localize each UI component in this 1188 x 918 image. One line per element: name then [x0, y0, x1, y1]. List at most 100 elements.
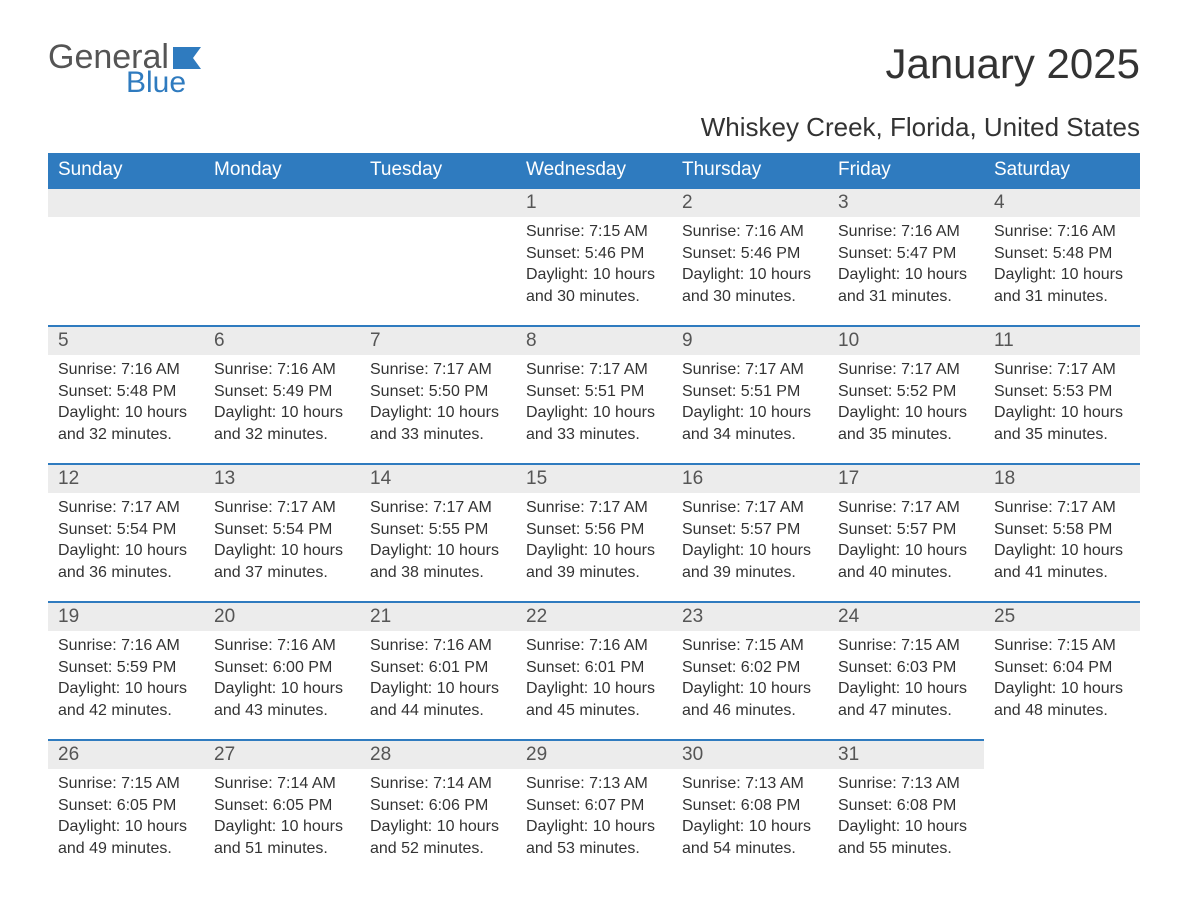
day-number: 7 [360, 325, 516, 355]
calendar-cell: 19Sunrise: 7:16 AMSunset: 5:59 PMDayligh… [48, 601, 204, 739]
calendar-cell: 26Sunrise: 7:15 AMSunset: 6:05 PMDayligh… [48, 739, 204, 877]
sunrise-line: Sunrise: 7:17 AM [682, 359, 818, 381]
calendar-cell [360, 187, 516, 325]
sunset-line: Sunset: 5:46 PM [682, 243, 818, 265]
day-number: 22 [516, 601, 672, 631]
day-number: 15 [516, 463, 672, 493]
day-details: Sunrise: 7:17 AMSunset: 5:51 PMDaylight:… [672, 355, 828, 455]
calendar-cell: 16Sunrise: 7:17 AMSunset: 5:57 PMDayligh… [672, 463, 828, 601]
calendar-cell [48, 187, 204, 325]
calendar-cell: 24Sunrise: 7:15 AMSunset: 6:03 PMDayligh… [828, 601, 984, 739]
column-header: Sunday [48, 153, 204, 187]
sunset-line: Sunset: 6:08 PM [838, 795, 974, 817]
sunset-line: Sunset: 6:01 PM [526, 657, 662, 679]
day-details: Sunrise: 7:14 AMSunset: 6:06 PMDaylight:… [360, 769, 516, 869]
calendar-cell: 18Sunrise: 7:17 AMSunset: 5:58 PMDayligh… [984, 463, 1140, 601]
sunrise-line: Sunrise: 7:13 AM [682, 773, 818, 795]
daylight-line: Daylight: 10 hours and 52 minutes. [370, 816, 506, 859]
daylight-line: Daylight: 10 hours and 42 minutes. [58, 678, 194, 721]
sunrise-line: Sunrise: 7:13 AM [526, 773, 662, 795]
daylight-line: Daylight: 10 hours and 35 minutes. [994, 402, 1130, 445]
empty-day-bar [360, 187, 516, 217]
calendar-cell [984, 739, 1140, 877]
daylight-line: Daylight: 10 hours and 41 minutes. [994, 540, 1130, 583]
day-details: Sunrise: 7:15 AMSunset: 6:03 PMDaylight:… [828, 631, 984, 731]
sunrise-line: Sunrise: 7:16 AM [214, 359, 350, 381]
sunset-line: Sunset: 5:48 PM [994, 243, 1130, 265]
sunset-line: Sunset: 5:47 PM [838, 243, 974, 265]
daylight-line: Daylight: 10 hours and 49 minutes. [58, 816, 194, 859]
day-details: Sunrise: 7:13 AMSunset: 6:08 PMDaylight:… [672, 769, 828, 869]
daylight-line: Daylight: 10 hours and 54 minutes. [682, 816, 818, 859]
daylight-line: Daylight: 10 hours and 51 minutes. [214, 816, 350, 859]
column-header: Saturday [984, 153, 1140, 187]
day-number: 29 [516, 739, 672, 769]
day-number: 31 [828, 739, 984, 769]
daylight-line: Daylight: 10 hours and 39 minutes. [526, 540, 662, 583]
daylight-line: Daylight: 10 hours and 32 minutes. [58, 402, 194, 445]
day-number: 18 [984, 463, 1140, 493]
day-number: 1 [516, 187, 672, 217]
sunrise-line: Sunrise: 7:13 AM [838, 773, 974, 795]
calendar-cell: 22Sunrise: 7:16 AMSunset: 6:01 PMDayligh… [516, 601, 672, 739]
sunset-line: Sunset: 5:57 PM [838, 519, 974, 541]
sunset-line: Sunset: 6:06 PM [370, 795, 506, 817]
sunset-line: Sunset: 6:03 PM [838, 657, 974, 679]
day-number: 9 [672, 325, 828, 355]
day-details: Sunrise: 7:15 AMSunset: 6:05 PMDaylight:… [48, 769, 204, 869]
calendar-cell: 29Sunrise: 7:13 AMSunset: 6:07 PMDayligh… [516, 739, 672, 877]
daylight-line: Daylight: 10 hours and 44 minutes. [370, 678, 506, 721]
column-header: Monday [204, 153, 360, 187]
calendar-week-row: 1Sunrise: 7:15 AMSunset: 5:46 PMDaylight… [48, 187, 1140, 325]
daylight-line: Daylight: 10 hours and 55 minutes. [838, 816, 974, 859]
day-number: 24 [828, 601, 984, 631]
calendar-cell: 27Sunrise: 7:14 AMSunset: 6:05 PMDayligh… [204, 739, 360, 877]
day-details: Sunrise: 7:17 AMSunset: 5:54 PMDaylight:… [204, 493, 360, 593]
sunrise-line: Sunrise: 7:17 AM [682, 497, 818, 519]
sunset-line: Sunset: 6:08 PM [682, 795, 818, 817]
daylight-line: Daylight: 10 hours and 48 minutes. [994, 678, 1130, 721]
day-details: Sunrise: 7:17 AMSunset: 5:58 PMDaylight:… [984, 493, 1140, 593]
calendar-cell: 8Sunrise: 7:17 AMSunset: 5:51 PMDaylight… [516, 325, 672, 463]
day-number: 5 [48, 325, 204, 355]
column-header: Thursday [672, 153, 828, 187]
sunset-line: Sunset: 5:57 PM [682, 519, 818, 541]
calendar-cell: 20Sunrise: 7:16 AMSunset: 6:00 PMDayligh… [204, 601, 360, 739]
sunset-line: Sunset: 5:51 PM [682, 381, 818, 403]
sunset-line: Sunset: 6:01 PM [370, 657, 506, 679]
day-number: 14 [360, 463, 516, 493]
sunrise-line: Sunrise: 7:17 AM [370, 497, 506, 519]
daylight-line: Daylight: 10 hours and 38 minutes. [370, 540, 506, 583]
day-details: Sunrise: 7:16 AMSunset: 5:48 PMDaylight:… [984, 217, 1140, 317]
sunrise-line: Sunrise: 7:17 AM [838, 497, 974, 519]
day-number: 23 [672, 601, 828, 631]
sunrise-line: Sunrise: 7:17 AM [838, 359, 974, 381]
calendar-week-row: 5Sunrise: 7:16 AMSunset: 5:48 PMDaylight… [48, 325, 1140, 463]
daylight-line: Daylight: 10 hours and 30 minutes. [526, 264, 662, 307]
day-number: 11 [984, 325, 1140, 355]
column-header: Friday [828, 153, 984, 187]
calendar-cell: 21Sunrise: 7:16 AMSunset: 6:01 PMDayligh… [360, 601, 516, 739]
sunrise-line: Sunrise: 7:17 AM [526, 359, 662, 381]
daylight-line: Daylight: 10 hours and 47 minutes. [838, 678, 974, 721]
calendar-cell: 25Sunrise: 7:15 AMSunset: 6:04 PMDayligh… [984, 601, 1140, 739]
day-details: Sunrise: 7:17 AMSunset: 5:54 PMDaylight:… [48, 493, 204, 593]
day-details: Sunrise: 7:17 AMSunset: 5:57 PMDaylight:… [672, 493, 828, 593]
sunrise-line: Sunrise: 7:15 AM [58, 773, 194, 795]
sunrise-line: Sunrise: 7:16 AM [838, 221, 974, 243]
sunset-line: Sunset: 5:54 PM [214, 519, 350, 541]
calendar-cell [204, 187, 360, 325]
sunrise-line: Sunrise: 7:15 AM [838, 635, 974, 657]
sunset-line: Sunset: 5:49 PM [214, 381, 350, 403]
day-details: Sunrise: 7:16 AMSunset: 5:48 PMDaylight:… [48, 355, 204, 455]
calendar-cell: 15Sunrise: 7:17 AMSunset: 5:56 PMDayligh… [516, 463, 672, 601]
day-number: 17 [828, 463, 984, 493]
day-number: 16 [672, 463, 828, 493]
day-details: Sunrise: 7:16 AMSunset: 6:01 PMDaylight:… [360, 631, 516, 731]
sunset-line: Sunset: 5:55 PM [370, 519, 506, 541]
day-number: 20 [204, 601, 360, 631]
sunrise-line: Sunrise: 7:15 AM [682, 635, 818, 657]
sunrise-line: Sunrise: 7:17 AM [58, 497, 194, 519]
daylight-line: Daylight: 10 hours and 35 minutes. [838, 402, 974, 445]
day-number: 26 [48, 739, 204, 769]
